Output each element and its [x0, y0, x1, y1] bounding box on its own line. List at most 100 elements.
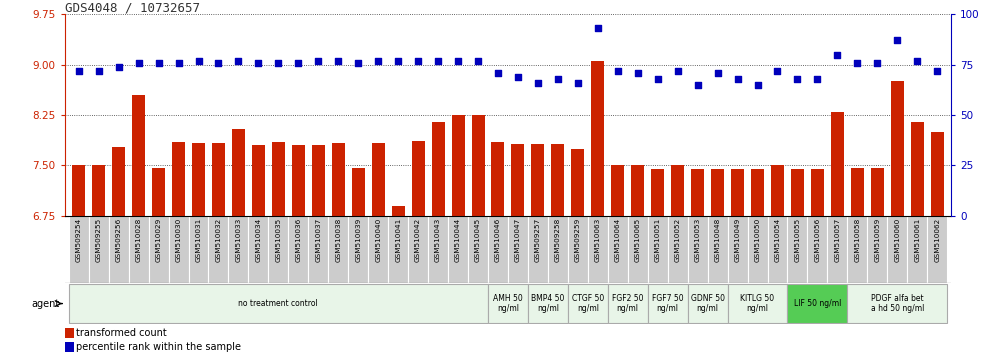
Point: [430, 58, 446, 63]
Bar: [408, 216, 428, 283]
Text: PDGF alfa bet
a hd 50 ng/ml: PDGF alfa bet a hd 50 ng/ml: [871, 294, 924, 313]
Bar: [388, 216, 408, 283]
Point: [889, 38, 905, 43]
Text: LIF 50 ng/ml: LIF 50 ng/ml: [794, 299, 841, 308]
Bar: [488, 284, 528, 323]
Bar: [268, 216, 289, 283]
Bar: [248, 216, 268, 283]
Point: [550, 76, 566, 81]
Bar: [148, 216, 168, 283]
Text: CTGF 50
ng/ml: CTGF 50 ng/ml: [572, 294, 604, 313]
Bar: [572, 149, 585, 216]
Text: GSM509254: GSM509254: [76, 218, 82, 262]
Point: [270, 60, 286, 65]
Point: [929, 68, 945, 74]
Bar: [687, 284, 727, 323]
Text: GSM509257: GSM509257: [535, 218, 541, 262]
Bar: [372, 143, 384, 216]
Point: [250, 60, 266, 65]
Point: [490, 70, 506, 75]
Bar: [349, 216, 369, 283]
Point: [331, 58, 347, 63]
Bar: [711, 169, 724, 216]
Bar: [751, 169, 764, 216]
Bar: [65, 342, 74, 353]
Text: GSM509255: GSM509255: [96, 218, 102, 262]
Point: [311, 58, 327, 63]
Text: no treatment control: no treatment control: [238, 299, 319, 308]
Bar: [910, 122, 923, 216]
Bar: [748, 216, 768, 283]
Bar: [788, 216, 808, 283]
Point: [150, 60, 166, 65]
Text: GSM510054: GSM510054: [775, 218, 781, 262]
Text: GSM510032: GSM510032: [215, 218, 221, 262]
Bar: [69, 216, 89, 283]
Bar: [332, 143, 345, 216]
Bar: [927, 216, 947, 283]
Point: [470, 58, 486, 63]
Bar: [651, 169, 664, 216]
Point: [610, 68, 625, 74]
Bar: [592, 61, 605, 216]
Bar: [727, 284, 788, 323]
Text: GSM510060: GSM510060: [894, 218, 900, 262]
Point: [510, 74, 526, 80]
Bar: [588, 216, 608, 283]
Bar: [731, 169, 744, 216]
Text: percentile rank within the sample: percentile rank within the sample: [76, 342, 241, 352]
Bar: [707, 216, 727, 283]
Text: GSM510046: GSM510046: [495, 218, 501, 262]
Point: [291, 60, 307, 65]
Text: GSM510049: GSM510049: [735, 218, 741, 262]
Bar: [208, 216, 228, 283]
Text: GSM510057: GSM510057: [835, 218, 841, 262]
Point: [450, 58, 466, 63]
Text: GSM510048: GSM510048: [714, 218, 720, 262]
Text: GSM510035: GSM510035: [275, 218, 281, 262]
Text: GSM510058: GSM510058: [855, 218, 861, 262]
Point: [649, 76, 665, 81]
Bar: [512, 144, 525, 216]
Bar: [451, 115, 464, 216]
Bar: [568, 216, 588, 283]
Point: [790, 76, 806, 81]
Point: [810, 76, 826, 81]
Bar: [69, 284, 488, 323]
Point: [730, 76, 746, 81]
Bar: [65, 327, 74, 338]
Text: GSM510029: GSM510029: [155, 218, 161, 262]
Text: GSM510045: GSM510045: [475, 218, 481, 262]
Bar: [691, 169, 704, 216]
Bar: [727, 216, 748, 283]
Point: [850, 60, 866, 65]
Bar: [851, 167, 864, 216]
Bar: [768, 216, 788, 283]
Bar: [890, 81, 903, 216]
Point: [830, 52, 846, 57]
Bar: [930, 132, 943, 216]
Text: GSM510063: GSM510063: [595, 218, 601, 262]
Bar: [848, 216, 868, 283]
Bar: [292, 145, 305, 216]
Bar: [647, 284, 687, 323]
Bar: [488, 216, 508, 283]
Bar: [352, 167, 365, 216]
Point: [909, 58, 925, 63]
Point: [91, 68, 107, 74]
Text: GSM510043: GSM510043: [435, 218, 441, 262]
Bar: [791, 169, 804, 216]
Bar: [491, 142, 504, 216]
Text: GSM510034: GSM510034: [255, 218, 261, 262]
Bar: [272, 142, 285, 216]
Bar: [532, 144, 545, 216]
Point: [870, 60, 885, 65]
Bar: [831, 112, 844, 216]
Point: [390, 58, 406, 63]
Point: [669, 68, 685, 74]
Bar: [471, 115, 484, 216]
Point: [629, 70, 645, 75]
Point: [371, 58, 386, 63]
Text: GDS4048 / 10732657: GDS4048 / 10732657: [65, 2, 200, 15]
Bar: [552, 144, 565, 216]
